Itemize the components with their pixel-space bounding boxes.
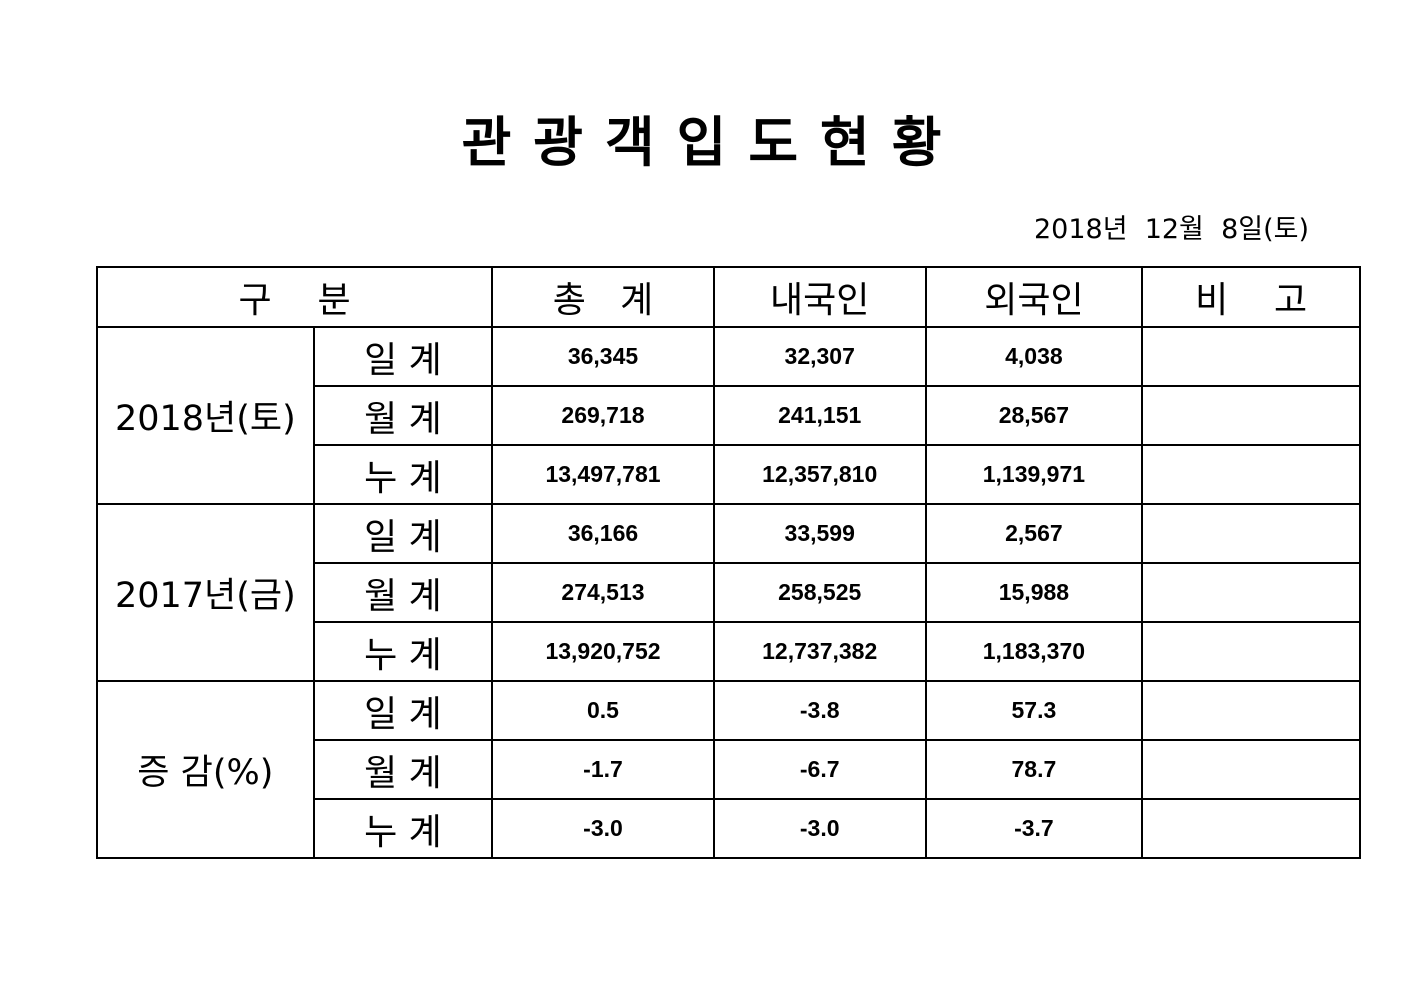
row-label: 일 계 <box>312 503 494 564</box>
cell-domestic: 258,525 <box>712 562 927 623</box>
cell-domestic: -6.7 <box>712 739 927 800</box>
cell-foreign: 15,988 <box>924 562 1144 623</box>
cell-foreign: 4,038 <box>924 326 1144 387</box>
cell-total: 13,920,752 <box>491 621 715 682</box>
cell-total: 274,513 <box>491 562 715 623</box>
table-header-row: 구 분 총 계 내국인 외국인 비 고 <box>95 266 1361 328</box>
cell-note <box>1141 798 1361 859</box>
cell-total: -1.7 <box>491 739 715 800</box>
header-domestic: 내국인 <box>712 266 927 328</box>
cell-note <box>1141 621 1361 682</box>
cell-note <box>1141 444 1361 505</box>
cell-total: 36,345 <box>491 326 715 387</box>
header-total: 총 계 <box>491 266 715 328</box>
cell-total: 269,718 <box>491 385 715 446</box>
cell-foreign: -3.7 <box>924 798 1144 859</box>
cell-note <box>1141 562 1361 623</box>
cell-note <box>1141 326 1361 387</box>
tourist-arrivals-table: 구 분 총 계 내국인 외국인 비 고 2018년(토) 일 계 36,345 … <box>95 266 1361 859</box>
cell-domestic: 12,357,810 <box>712 444 927 505</box>
table-row: 누 계 13,920,752 12,737,382 1,183,370 <box>97 621 1361 682</box>
header-note: 비 고 <box>1141 266 1361 328</box>
row-label: 누 계 <box>312 444 494 505</box>
row-label: 일 계 <box>312 326 494 387</box>
cell-domestic: -3.0 <box>712 798 927 859</box>
cell-total: 36,166 <box>491 503 715 564</box>
cell-foreign: 1,183,370 <box>924 621 1144 682</box>
cell-domestic: 32,307 <box>712 326 927 387</box>
cell-domestic: -3.8 <box>712 680 927 741</box>
cell-foreign: 78.7 <box>924 739 1144 800</box>
document-title: 관광객입도현황 <box>461 111 964 174</box>
cell-domestic: 33,599 <box>712 503 927 564</box>
cell-note <box>1141 385 1361 446</box>
cell-domestic: 12,737,382 <box>712 621 927 682</box>
header-category: 구 분 <box>95 266 494 328</box>
cell-total: -3.0 <box>491 798 715 859</box>
cell-total: 0.5 <box>491 680 715 741</box>
row-label: 월 계 <box>312 739 494 800</box>
group-label-2017: 2017년(금) <box>96 503 315 682</box>
header-foreign: 외국인 <box>924 266 1144 328</box>
cell-foreign: 57.3 <box>924 680 1144 741</box>
row-label: 일 계 <box>312 680 494 741</box>
cell-total: 13,497,781 <box>491 444 715 505</box>
cell-domestic: 241,151 <box>712 385 927 446</box>
row-label: 월 계 <box>312 562 494 623</box>
cell-foreign: 1,139,971 <box>924 444 1144 505</box>
group-label-2018: 2018년(토) <box>96 326 315 505</box>
table-row: 2017년(금) 일 계 36,166 33,599 2,567 <box>96 503 1361 682</box>
table-row: 월 계 -1.7 -6.7 78.7 <box>97 739 1361 800</box>
report-date: 2018년 12월 8일(토) <box>1033 214 1309 245</box>
table-row: 월 계 274,513 258,525 15,988 <box>97 562 1361 623</box>
group-label-change: 증 감(%) <box>96 680 315 859</box>
cell-foreign: 2,567 <box>924 503 1144 564</box>
cell-foreign: 28,567 <box>924 385 1144 446</box>
table-row: 누 계 13,497,781 12,357,810 1,139,971 <box>97 444 1361 505</box>
table-row: 증 감(%) 일 계 0.5 -3.8 57.3 <box>96 680 1361 859</box>
row-label: 월 계 <box>312 385 494 446</box>
table-row: 누 계 -3.0 -3.0 -3.7 <box>97 798 1361 859</box>
cell-note <box>1141 680 1361 741</box>
row-label: 누 계 <box>312 798 494 859</box>
cell-note <box>1141 503 1361 564</box>
table-row: 월 계 269,718 241,151 28,567 <box>97 385 1361 446</box>
row-label: 누 계 <box>312 621 494 682</box>
table-row: 2018년(토) 일 계 36,345 32,307 4,038 <box>96 326 1361 505</box>
cell-note <box>1141 739 1361 800</box>
